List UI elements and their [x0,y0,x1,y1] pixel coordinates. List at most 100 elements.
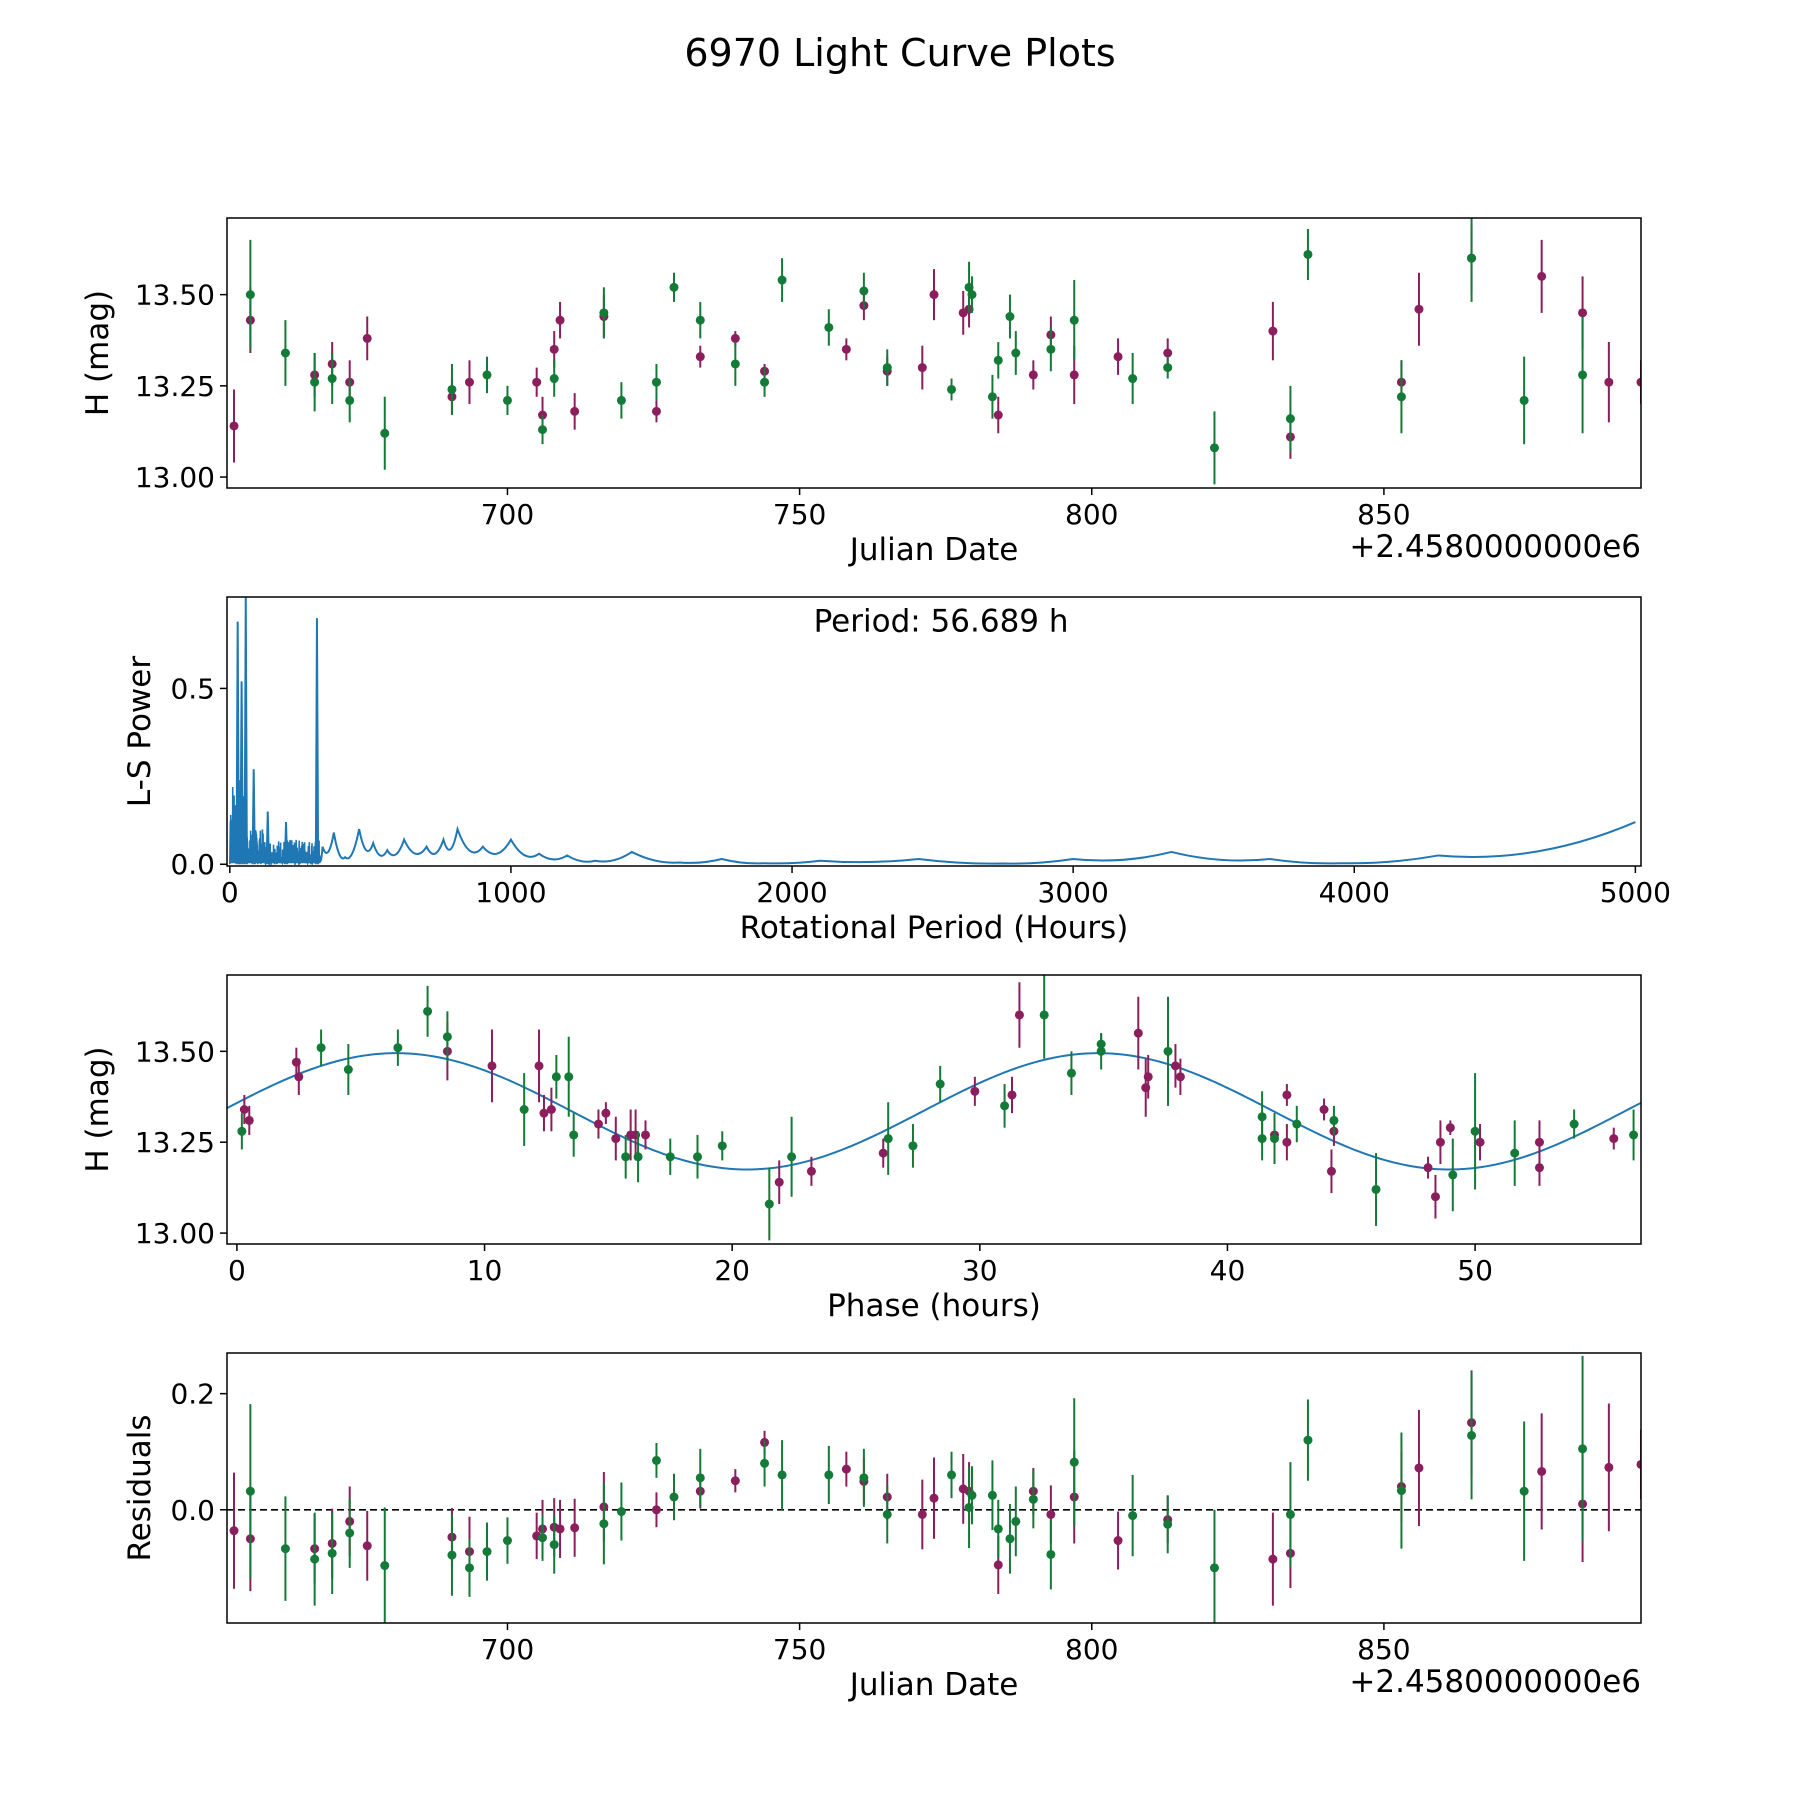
data-point [280,1544,290,1554]
data-point [1163,348,1173,358]
data-point [245,290,255,300]
data-point [1128,1511,1138,1521]
x-tick-label: 800 [1065,498,1118,531]
data-point [229,421,239,431]
data-point [1028,370,1038,380]
data-point [1470,1126,1480,1136]
filter-2-series [245,1355,1588,1623]
data-point [549,374,559,384]
data-point [1005,312,1015,322]
data-point [1163,1046,1173,1056]
data-point [859,1473,869,1483]
model-curve [227,1052,1641,1171]
filter-1-series [229,1370,1641,1606]
y-axis-label: Residuals [122,1414,158,1561]
periodogram-peak [239,681,244,865]
periodogram-peak [314,618,320,865]
data-point [929,1493,939,1503]
data-point [1011,348,1021,358]
period-annotation: Period: 56.689 h [814,604,1069,640]
data-point [917,1509,927,1519]
x-tick-label: 1000 [475,876,546,909]
data-point [280,348,290,358]
data-point [1014,1010,1024,1020]
data-point [651,1455,661,1465]
filter-2-series [245,218,1588,485]
data-point [1005,1534,1015,1544]
data-point [1609,1134,1619,1144]
data-point [1423,1163,1433,1173]
light-curve-panel: 700 750 800 850 13.00 13.25 13.50 Julian Date H … [80,217,1642,568]
x-offset-label: +2.4580000000e6 [1349,1664,1641,1700]
data-point [1475,1137,1485,1147]
data-point [1268,326,1278,336]
data-point [883,1134,893,1144]
data-point [730,333,740,343]
data-point [1069,315,1079,325]
data-point [1519,395,1529,405]
data-point [343,1065,353,1075]
x-tick-label: 5000 [1600,876,1671,909]
periodogram-plot-area [229,597,1636,866]
y-axis-label: H (mag) [80,290,116,416]
data-point [1636,1459,1641,1469]
y-tick-label: 0.2 [170,1378,215,1411]
data-point [669,282,679,292]
data-point [878,1148,888,1158]
data-point [1396,1486,1406,1496]
data-point [917,363,927,373]
data-point [519,1105,529,1114]
data-point [464,377,474,387]
data-point [1537,271,1547,281]
data-point [1285,1509,1295,1519]
data-point [502,1536,512,1546]
data-point [327,1548,337,1558]
x-axis-label: Julian Date [848,1667,1019,1703]
y-axis-label: H (mag) [80,1046,116,1172]
data-point [1046,1549,1056,1559]
data-point [993,410,1003,420]
phase-folded-panel: 0 10 20 30 40 50 13.00 13.25 13.50 Phase (hours) H… [80,974,1642,1324]
data-point [380,1561,390,1571]
data-point [546,1105,556,1114]
data-point [601,1108,611,1118]
x-tick-label: 4000 [1319,876,1390,909]
data-point [1534,1137,1544,1147]
data-point [1007,1090,1017,1100]
filter-1-series [239,982,1619,1219]
data-point [1578,1444,1588,1454]
data-point [1268,1554,1278,1564]
data-point [1414,304,1424,314]
data-point [730,359,740,369]
y-tick-label: 13.00 [135,1217,215,1250]
data-point [1011,1516,1021,1526]
filter-1-series [229,225,1641,463]
data-point [442,1032,452,1042]
y-tick-label: 13.50 [135,279,215,312]
data-point [1046,344,1056,354]
data-point [1163,363,1173,373]
data-point [1430,1192,1440,1202]
data-point [1534,1163,1544,1173]
data-point [538,425,548,435]
data-point [532,377,542,387]
data-point [316,1043,326,1053]
data-point [947,1470,957,1480]
data-point [345,1528,355,1538]
data-point [693,1152,703,1162]
data-point [599,308,609,318]
data-point [1113,352,1123,362]
periodogram-peak [265,811,270,865]
data-point [569,1130,579,1140]
x-tick-label: 20 [714,1254,750,1287]
data-point [1113,1536,1123,1546]
data-point [447,384,457,394]
data-point [1046,1509,1056,1519]
data-point [564,1072,574,1082]
data-point [380,428,390,438]
residuals-axes-frame [226,1352,1642,1624]
x-tick-label: 0 [221,876,239,909]
data-point [717,1141,727,1151]
data-point [777,1470,787,1480]
data-point [244,1115,254,1125]
